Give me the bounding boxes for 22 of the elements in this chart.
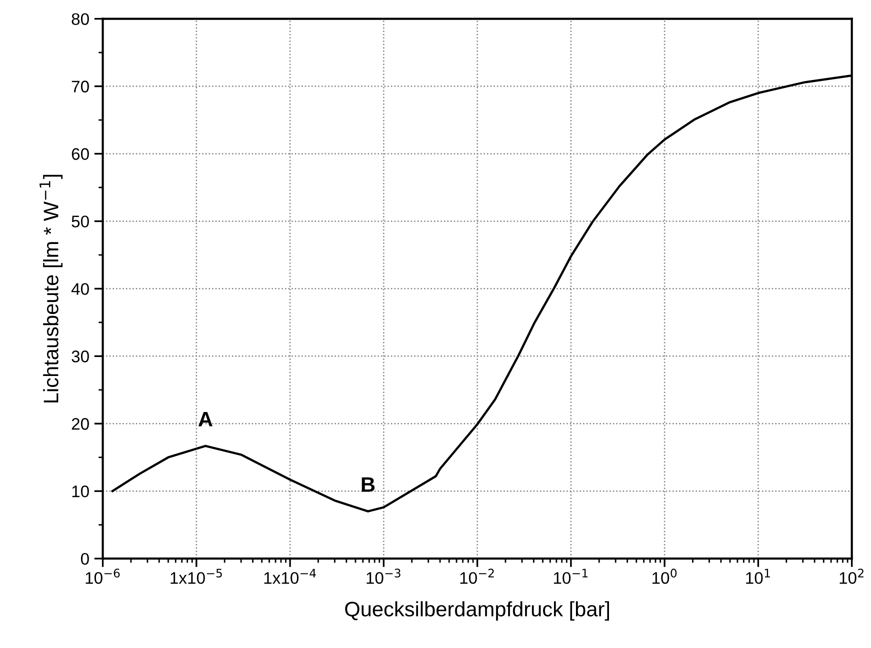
y-tick-label: 10 (72, 486, 89, 498)
y-tick-label: 70 (72, 80, 89, 92)
x-tick-label: 10$^{−3}$ (366, 568, 400, 584)
y-tick-label: 40 (71, 283, 89, 295)
x-axis-title: Quecksilberdampfdruck [bar] (345, 601, 609, 621)
y-tick-label: 60 (72, 148, 89, 160)
y-tick-label: 0 (80, 552, 89, 565)
x-tick-label: 1x10$^{−4}$ (264, 568, 316, 584)
x-tick-label: 10$^{0}$ (652, 568, 677, 584)
y-tick-label: 30 (72, 350, 89, 362)
x-tick-label: 10$^{−1}$ (554, 568, 588, 584)
y-tick-label: 50 (72, 216, 89, 228)
annotation: A (198, 412, 212, 426)
x-tick-label: 10$^{2}$ (840, 568, 864, 584)
annotation: B (362, 477, 375, 492)
y-axis-title: Lichtausbeute [lm * W$^{−1}$] (40, 174, 63, 402)
x-tick-label: 10$^{1}$ (746, 568, 770, 584)
y-tick-label: 20 (72, 418, 89, 430)
x-tick-label: 10$^{−6}$ (86, 568, 120, 584)
x-tick-label: 10$^{−2}$ (460, 568, 494, 584)
y-tick-label: 80 (72, 13, 89, 25)
x-tick-label: 1x10$^{−5}$ (170, 568, 222, 584)
